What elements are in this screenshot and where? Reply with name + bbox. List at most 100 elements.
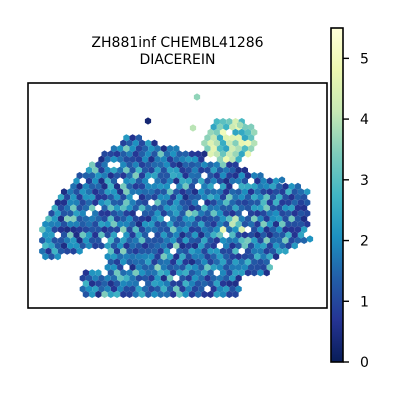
hexbin-cell <box>179 209 186 217</box>
hexbin-cell <box>238 258 245 266</box>
hexbin-cell <box>117 285 124 293</box>
hexbin-cell <box>306 235 314 243</box>
hexbin-cell <box>54 253 61 261</box>
hexbin-cell <box>64 226 71 234</box>
hexbin-cell <box>223 285 230 293</box>
hexbin-cell <box>254 209 261 217</box>
hexbin-cell <box>276 236 283 244</box>
hexbin-cell <box>269 226 277 234</box>
hexbin-cell <box>238 150 245 158</box>
colorbar-tick-label: 5 <box>360 51 369 67</box>
hexbin-cell <box>166 188 174 196</box>
hexbin-cell <box>138 236 146 244</box>
hexbin-cell <box>126 236 133 244</box>
hexbin-cell <box>226 269 233 277</box>
hexbin-cell <box>185 220 192 228</box>
hexbin-cell <box>210 177 217 185</box>
hexbin-cell <box>204 134 211 142</box>
hexbin-cell <box>238 226 245 234</box>
hexbin-cell <box>79 231 86 239</box>
hexbin-cell <box>257 204 264 212</box>
hexbin-cell <box>198 231 205 239</box>
hexbin-cell <box>276 204 283 212</box>
hexbin-cell <box>138 193 146 201</box>
hexbin-cell <box>142 177 149 185</box>
hexbin-cell <box>104 188 111 196</box>
hexbin-cell <box>204 242 211 250</box>
hexbin-cell <box>260 177 267 185</box>
hexbin-cell <box>163 258 171 266</box>
hexbin-cell <box>266 220 273 228</box>
hexbin-cell <box>191 177 199 185</box>
hexbin-cell <box>92 199 99 207</box>
hexbin-cell <box>51 215 58 223</box>
hexbin-cell <box>70 226 77 234</box>
hexbin-cell <box>207 172 214 180</box>
hexbin-cell <box>248 220 255 228</box>
hexbin-cell <box>138 290 146 298</box>
hexbin-cell <box>216 209 224 217</box>
hexbin-cell <box>142 155 149 163</box>
hexbin-cell <box>148 145 155 153</box>
hexbin-cell <box>210 274 217 282</box>
hexbin-cell <box>170 226 177 234</box>
hexbin-cell <box>238 193 245 201</box>
hexbin-cell <box>269 236 277 244</box>
hexbin-cell <box>76 226 83 234</box>
hexbin-cell <box>179 199 186 207</box>
hexbin-cell <box>185 155 192 163</box>
hexbin-cell <box>269 215 277 223</box>
hexbin-cell <box>244 193 252 201</box>
hexbin-cell <box>126 139 133 147</box>
hexbin-cell <box>89 280 96 288</box>
hexbin-cell <box>201 290 208 298</box>
hexbin-cell <box>157 193 164 201</box>
hexbin-cell <box>301 226 308 234</box>
hexbin-cell <box>263 182 270 190</box>
hexbin-cell <box>142 253 149 261</box>
hexbin-cell <box>297 220 305 228</box>
hexbin-cell <box>57 215 65 223</box>
hexbin-cell <box>272 177 280 185</box>
hexbin-cell <box>182 226 189 234</box>
hexbin-cell <box>210 253 217 261</box>
hexbin-cell <box>241 253 248 261</box>
hexbin-cell <box>135 177 142 185</box>
hexbin-cell <box>135 231 142 239</box>
hexbin-cell <box>204 220 211 228</box>
hexbin-cell <box>148 188 155 196</box>
hexbin-cell <box>132 172 139 180</box>
hexbin-cell <box>132 161 139 169</box>
hexbin-cell <box>207 258 214 266</box>
hexbin-cell <box>138 247 146 255</box>
hexbin-cell <box>213 150 220 158</box>
hexbin-cell <box>301 236 308 244</box>
hexbin-cell <box>151 290 158 298</box>
hexbin-cell <box>98 188 105 196</box>
hexbin-cell <box>272 220 280 228</box>
hexbin-cell <box>60 188 68 196</box>
hexbin-cell <box>213 204 220 212</box>
hexbin-cell <box>51 204 58 212</box>
hexbin-cell <box>138 161 146 169</box>
hexbin-cell <box>238 128 245 136</box>
hexbin-cell <box>182 193 189 201</box>
hexbin-cell <box>185 166 192 174</box>
hexbin-cell <box>241 231 248 239</box>
hexbin-cell <box>123 285 130 293</box>
hexbin-cell <box>198 285 205 293</box>
hexbin-cell <box>185 199 192 207</box>
hexbin-cell <box>188 172 195 180</box>
hexbin-cell <box>195 150 202 158</box>
hexbin-cell <box>198 155 205 163</box>
hexbin-cell <box>276 247 283 255</box>
hexbin-cell <box>198 263 205 271</box>
hexbin-cell <box>98 220 105 228</box>
hexbin-cell <box>154 274 161 282</box>
hexbin-cell <box>157 182 164 190</box>
hexbin-cell <box>113 247 121 255</box>
hexbin-cell <box>210 242 217 250</box>
hexbin-cell <box>191 209 199 217</box>
hexbin-cell <box>254 231 261 239</box>
hexbin-cell <box>232 150 239 158</box>
